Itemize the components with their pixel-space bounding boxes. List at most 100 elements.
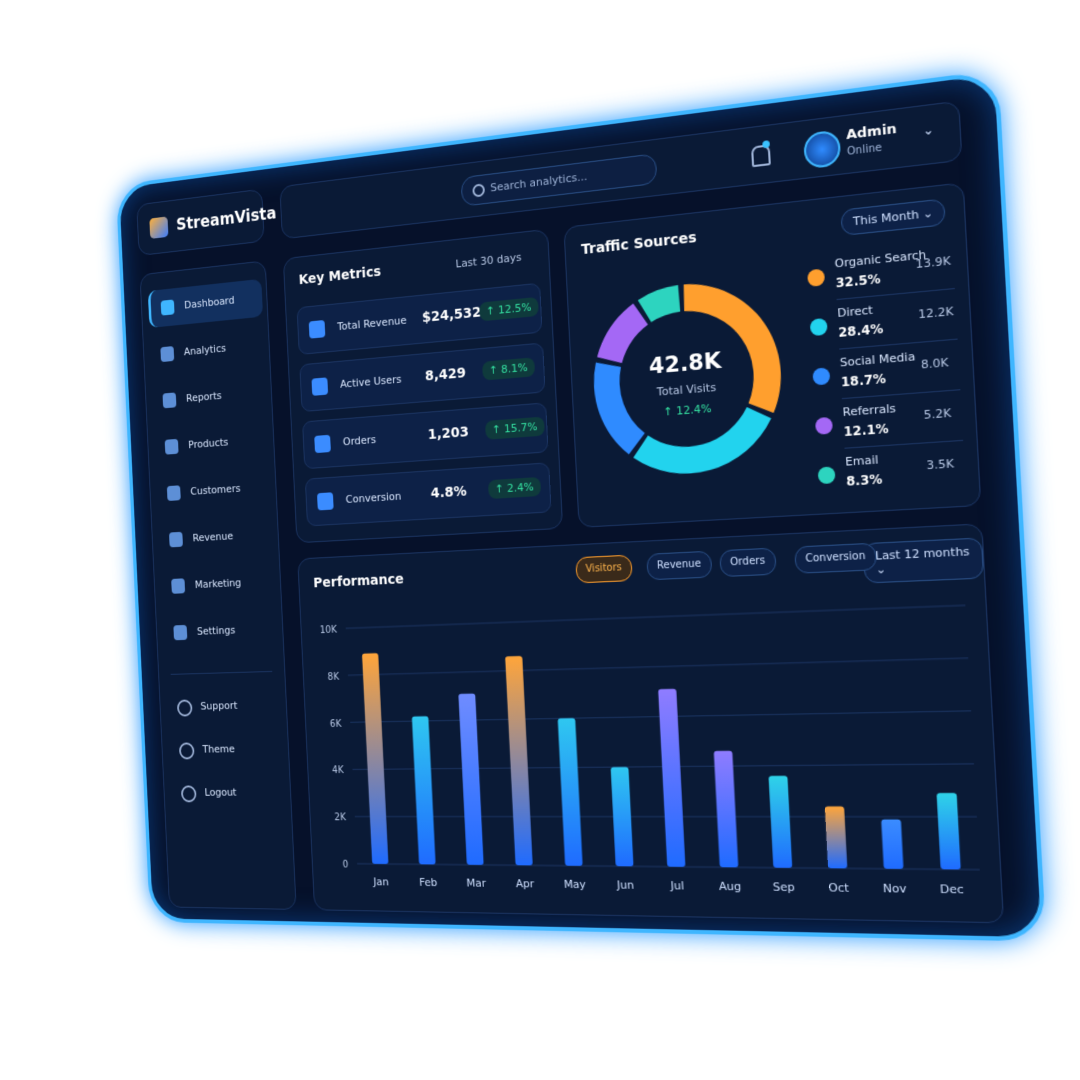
user-status: Online xyxy=(847,142,883,158)
bar xyxy=(458,694,483,865)
nav-label: Products xyxy=(188,436,229,451)
nav-item[interactable]: Settings xyxy=(163,610,276,652)
nav-label: Dashboard xyxy=(184,294,235,311)
nav-icon xyxy=(171,578,185,594)
legend-dot xyxy=(810,318,828,336)
grid-line xyxy=(346,605,966,628)
bar-chart: 0 2K 4K 6K 8K 10K Jan Feb Mar Apr May Jun Jul Aug Sep O… xyxy=(310,588,994,914)
metric-change: ↑ 15.7% xyxy=(485,417,545,440)
legend-visits: 3.5K xyxy=(926,457,954,473)
traffic-card: Traffic Sources This Month ⌄ 42.8K Total … xyxy=(563,182,981,528)
search-icon xyxy=(472,183,485,197)
x-tick-label: Oct xyxy=(828,881,849,895)
legend-percent: 18.7% xyxy=(841,371,887,389)
sidebar: Dashboard Analytics Reports Products Custome… xyxy=(140,260,297,910)
metric-value: 1,203 xyxy=(427,424,469,443)
metric-label: Total Revenue xyxy=(337,314,407,333)
legend-label: Email xyxy=(845,453,879,469)
metric-icon xyxy=(309,320,326,339)
x-tick-label: Mar xyxy=(466,876,487,889)
metric-row: Active Users 8,429 ↑ 8.1% xyxy=(299,342,545,412)
filter-pill[interactable]: Revenue xyxy=(646,551,712,581)
device: StreamVista Search analytics... Admin On… xyxy=(80,130,1000,930)
metric-label: Active Users xyxy=(340,373,402,391)
nav-item[interactable]: Logout xyxy=(170,775,284,809)
filter-pill[interactable]: Orders xyxy=(719,548,776,578)
legend-visits: 5.2K xyxy=(923,406,951,422)
y-tick-label: 6K xyxy=(330,719,342,730)
y-tick-label: 4K xyxy=(332,765,344,776)
legend-divider xyxy=(839,339,957,350)
legend-divider xyxy=(844,440,963,449)
nav-item[interactable]: Dashboard xyxy=(148,279,263,328)
metric-icon xyxy=(311,377,328,396)
nav-label: Reports xyxy=(186,389,222,404)
center-label: Total Visits xyxy=(656,380,717,398)
legend-dot xyxy=(807,269,825,287)
nav-item[interactable]: Reports xyxy=(152,373,265,420)
bar xyxy=(937,793,961,870)
performance-card: Performance Last 12 months ⌄ 0 2K 4K 6K 8K 10… xyxy=(297,523,1004,923)
nav-icon xyxy=(161,299,175,315)
y-tick-label: 2K xyxy=(334,813,347,824)
period-label: This Month xyxy=(853,208,920,229)
metric-change: ↑ 8.1% xyxy=(482,357,535,380)
user-menu-caret[interactable]: ⌄ xyxy=(922,122,934,138)
nav-label: Customers xyxy=(190,482,241,497)
nav-icon xyxy=(177,699,193,716)
legend-percent: 32.5% xyxy=(835,271,881,290)
metric-value: 4.8% xyxy=(430,484,467,502)
bar xyxy=(558,718,583,866)
nav-label: Settings xyxy=(197,624,236,638)
x-tick-label: Jan xyxy=(372,875,389,888)
period-dropdown[interactable]: Last 12 months ⌄ xyxy=(863,537,985,583)
filter-pill[interactable]: Conversion xyxy=(794,543,877,574)
x-tick-label: Jul xyxy=(669,879,684,893)
nav-label: Logout xyxy=(204,786,236,798)
logo-card: StreamVista xyxy=(136,189,264,256)
legend-percent: 28.4% xyxy=(838,321,884,340)
legend-visits: 12.2K xyxy=(918,304,954,321)
metric-value: 8,429 xyxy=(425,365,467,384)
divider xyxy=(171,671,273,675)
nav-label: Analytics xyxy=(184,342,227,358)
nav-icon xyxy=(165,439,179,455)
nav-item[interactable]: Revenue xyxy=(159,515,272,559)
nav-item[interactable]: Theme xyxy=(168,732,282,767)
nav-item[interactable]: Marketing xyxy=(161,563,274,606)
nav-item[interactable]: Analytics xyxy=(150,326,263,374)
x-tick-label: May xyxy=(563,878,586,892)
card-title: Key Metrics xyxy=(298,264,381,288)
legend-divider xyxy=(837,288,955,300)
nav-item[interactable]: Products xyxy=(154,421,267,467)
metric-label: Conversion xyxy=(345,490,401,506)
legend-percent: 8.3% xyxy=(846,472,883,489)
x-tick-label: Dec xyxy=(940,882,965,897)
grid-line xyxy=(348,658,968,675)
filter-pill[interactable]: Visitors xyxy=(575,555,632,584)
nav-label: Support xyxy=(200,699,237,712)
donut-segment xyxy=(631,405,774,477)
bar xyxy=(714,751,739,868)
search-placeholder: Search analytics... xyxy=(490,170,588,195)
nav-item[interactable]: Customers xyxy=(156,468,269,513)
nav-label: Marketing xyxy=(195,577,242,591)
metric-icon xyxy=(317,492,334,510)
y-tick-label: 10K xyxy=(320,625,338,636)
dashboard: StreamVista Search analytics... Admin On… xyxy=(116,69,1047,941)
x-tick-label: Feb xyxy=(419,876,438,889)
bar xyxy=(881,819,903,869)
legend-label: Organic Search xyxy=(834,248,926,271)
period-dropdown[interactable]: This Month ⌄ xyxy=(840,198,946,236)
nav-icon xyxy=(160,346,174,362)
avatar[interactable] xyxy=(803,129,841,169)
bell-icon[interactable] xyxy=(751,144,771,167)
center-change: ↑ 12.4% xyxy=(663,402,712,419)
app-name: StreamVista xyxy=(176,204,277,235)
metric-icon xyxy=(314,435,331,453)
nav-item[interactable]: Support xyxy=(166,688,279,724)
donut-segment xyxy=(637,285,680,323)
search-box[interactable]: Search analytics... xyxy=(461,153,658,207)
metric-row: Conversion 4.8% ↑ 2.4% xyxy=(305,462,552,526)
x-tick-label: Apr xyxy=(516,877,535,890)
